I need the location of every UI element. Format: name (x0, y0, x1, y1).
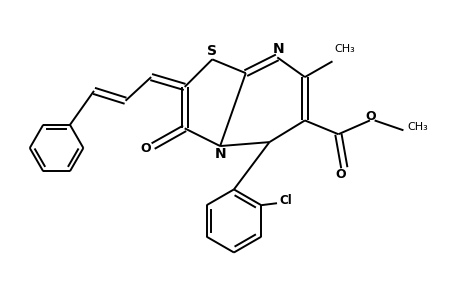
Text: CH₃: CH₃ (334, 44, 354, 54)
Text: O: O (365, 110, 375, 123)
Text: Cl: Cl (278, 194, 291, 207)
Text: O: O (335, 168, 346, 181)
Text: N: N (214, 147, 225, 161)
Text: N: N (272, 42, 283, 56)
Text: O: O (140, 142, 151, 154)
Text: S: S (207, 44, 217, 58)
Text: CH₃: CH₃ (407, 122, 427, 132)
